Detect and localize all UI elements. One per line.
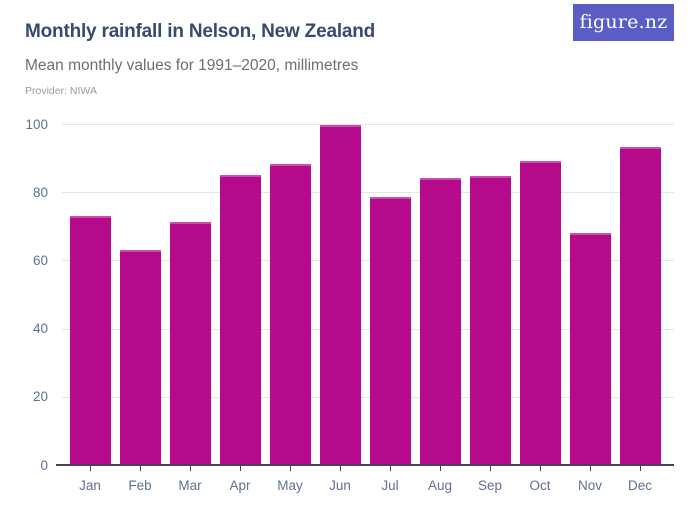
x-axis-label-sep: Sep — [477, 478, 503, 493]
bar-mar[interactable] — [169, 222, 211, 465]
y-axis-label-80: 80 — [32, 184, 48, 200]
x-tick-jul — [390, 466, 391, 471]
x-tick-feb — [140, 466, 141, 471]
provider-attribution: Provider: NIWA — [25, 85, 97, 97]
x-tick-oct — [540, 466, 541, 471]
bar-nov[interactable] — [569, 232, 611, 465]
y-axis-label-60: 60 — [32, 252, 48, 268]
bar-jun[interactable] — [319, 125, 361, 465]
bar-jul[interactable] — [369, 196, 411, 465]
x-tick-jan — [90, 466, 91, 471]
gridline-20 — [62, 396, 674, 398]
bar-sep[interactable] — [469, 176, 511, 465]
figure-nz-logo[interactable]: figure.nz — [573, 4, 674, 41]
x-axis-label-may: May — [277, 478, 303, 493]
x-axis-label-jan: Jan — [79, 478, 101, 493]
chart-title: Monthly rainfall in Nelson, New Zealand — [25, 21, 376, 42]
bar-dec[interactable] — [619, 147, 661, 465]
x-tick-mar — [190, 466, 191, 471]
y-axis-label-0: 0 — [40, 457, 48, 473]
x-axis-line — [56, 464, 674, 466]
bar-apr[interactable] — [219, 174, 261, 465]
x-tick-sep — [490, 466, 491, 471]
bar-may[interactable] — [269, 164, 311, 465]
x-tick-aug — [440, 466, 441, 471]
y-axis-label-20: 20 — [32, 389, 48, 405]
x-tick-may — [290, 466, 291, 471]
y-axis-label-100: 100 — [25, 116, 48, 132]
gridline-60 — [62, 260, 674, 262]
bar-aug[interactable] — [419, 178, 461, 465]
x-tick-dec — [640, 466, 641, 471]
x-tick-nov — [590, 466, 591, 471]
x-axis-label-jun: Jun — [329, 478, 351, 493]
x-axis-label-jul: Jul — [381, 478, 399, 493]
x-axis-label-aug: Aug — [427, 478, 453, 493]
chart-subtitle: Mean monthly values for 1991–2020, milli… — [25, 57, 359, 74]
gridline-40 — [62, 328, 674, 330]
bar-feb[interactable] — [119, 249, 161, 465]
x-axis-label-mar: Mar — [178, 478, 202, 493]
gridline-100 — [62, 124, 674, 125]
x-axis-label-nov: Nov — [577, 478, 602, 493]
x-axis-label-oct: Oct — [529, 478, 551, 493]
x-tick-apr — [240, 466, 241, 471]
x-tick-jun — [340, 466, 341, 471]
bar-jan[interactable] — [69, 215, 111, 465]
x-axis-label-apr: Apr — [229, 478, 251, 493]
x-axis-label-feb: Feb — [128, 478, 152, 493]
x-axis-label-dec: Dec — [627, 478, 652, 493]
y-axis-label-40: 40 — [32, 321, 48, 337]
gridline-80 — [62, 192, 674, 194]
bar-oct[interactable] — [519, 161, 561, 465]
